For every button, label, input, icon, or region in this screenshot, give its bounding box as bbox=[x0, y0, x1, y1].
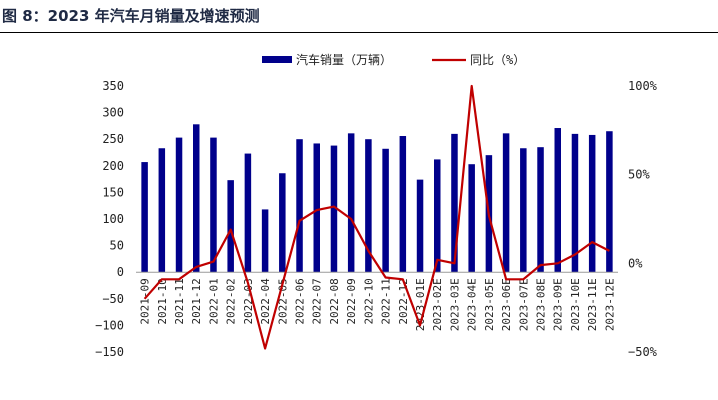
bar bbox=[434, 159, 441, 273]
y-tick-left: 300 bbox=[102, 106, 124, 120]
x-tick-label: 2023-11E bbox=[586, 278, 599, 331]
x-tick-label: 2022-11 bbox=[380, 278, 393, 324]
bar bbox=[365, 139, 372, 273]
bar bbox=[210, 137, 217, 273]
bar-series bbox=[141, 124, 613, 273]
y-tick-left: 0 bbox=[117, 265, 124, 279]
y-tick-right: 100% bbox=[628, 79, 658, 93]
right-axis: −50% 0% 50% 100% bbox=[628, 79, 658, 359]
x-tick-label: 2023-12E bbox=[603, 278, 616, 331]
y-tick-left: 150 bbox=[102, 185, 124, 199]
bar bbox=[606, 131, 613, 273]
x-tick-label: 2022-05 bbox=[276, 278, 289, 324]
bar bbox=[227, 180, 234, 273]
y-tick-right: 0% bbox=[628, 256, 643, 270]
y-tick-left: 350 bbox=[102, 79, 124, 93]
y-tick-right: −50% bbox=[628, 345, 658, 359]
x-tick-label: 2023-02E bbox=[431, 278, 444, 331]
bar bbox=[244, 153, 252, 273]
y-tick-left: 50 bbox=[110, 239, 124, 253]
x-tick-label: 2022-04 bbox=[259, 278, 272, 325]
x-tick-label: 2022-03 bbox=[242, 278, 255, 324]
bar bbox=[571, 133, 579, 273]
bar bbox=[193, 124, 200, 273]
left-axis: −150 −100 −50 0 50 100 150 200 250 300 350 bbox=[95, 79, 124, 359]
y-tick-left: 250 bbox=[102, 132, 124, 146]
bar bbox=[330, 145, 338, 273]
bar bbox=[296, 139, 303, 273]
bar bbox=[382, 148, 389, 273]
header-divider bbox=[0, 32, 718, 33]
bar bbox=[347, 133, 355, 273]
x-tick-label: 2021-10 bbox=[156, 278, 169, 324]
bar bbox=[175, 137, 183, 273]
x-tick-label: 2021-11 bbox=[173, 278, 186, 324]
bar bbox=[158, 148, 166, 273]
x-tick-label: 2022-07 bbox=[311, 278, 324, 324]
bar bbox=[588, 134, 596, 273]
bar bbox=[279, 173, 286, 273]
figure-header: 图 8：2023 年汽车月销量及增速预测 bbox=[0, 0, 718, 34]
bar bbox=[416, 179, 424, 273]
bar bbox=[468, 164, 475, 273]
x-tick-label: 2023-07E bbox=[517, 278, 530, 331]
x-tick-label: 2021-09 bbox=[139, 278, 152, 324]
x-tick-label: 2023-08E bbox=[535, 278, 548, 331]
legend-label-yoy: 同比（%） bbox=[470, 53, 525, 67]
y-tick-left: −100 bbox=[95, 318, 124, 332]
bar bbox=[313, 143, 320, 273]
x-tick-label: 2021-12 bbox=[190, 278, 203, 324]
y-tick-left: 100 bbox=[102, 212, 124, 226]
x-axis-labels: 2021-09 2021-10 2021-11 2021-12 2022-01 2022-… bbox=[139, 278, 617, 331]
bar bbox=[502, 133, 510, 273]
x-tick-label: 2022-12 bbox=[397, 278, 410, 324]
x-tick-label: 2022-06 bbox=[294, 278, 307, 324]
legend-label-sales: 汽车销量（万辆） bbox=[296, 52, 392, 67]
x-tick-label: 2023-10E bbox=[569, 278, 582, 331]
bar bbox=[520, 148, 527, 273]
bar bbox=[554, 128, 561, 273]
legend: 汽车销量（万辆） 同比（%） bbox=[262, 52, 525, 67]
y-tick-right: 50% bbox=[628, 168, 650, 182]
x-tick-label: 2022-10 bbox=[362, 278, 375, 324]
bar bbox=[141, 162, 148, 273]
bar bbox=[261, 209, 269, 273]
bar bbox=[451, 133, 458, 273]
x-tick-label: 2023-06E bbox=[500, 278, 513, 331]
bar bbox=[399, 136, 407, 273]
legend-swatch-sales bbox=[262, 56, 292, 63]
x-tick-label: 2022-01 bbox=[207, 278, 220, 324]
x-tick-label: 2023-03E bbox=[448, 278, 461, 331]
y-tick-left: −150 bbox=[95, 345, 124, 359]
y-tick-left: 200 bbox=[102, 159, 124, 173]
yoy-line bbox=[143, 84, 610, 350]
figure-title: 图 8：2023 年汽车月销量及增速预测 bbox=[2, 7, 260, 25]
bar bbox=[537, 147, 544, 273]
x-tick-label: 2022-08 bbox=[328, 278, 341, 324]
x-tick-label: 2023-09E bbox=[552, 278, 565, 331]
x-tick-label: 2022-02 bbox=[225, 278, 238, 324]
y-tick-left: −50 bbox=[102, 292, 124, 306]
x-tick-label: 2023-04E bbox=[466, 278, 479, 331]
x-tick-label: 2023-05E bbox=[483, 278, 496, 331]
x-tick-label: 2022-09 bbox=[345, 278, 358, 324]
